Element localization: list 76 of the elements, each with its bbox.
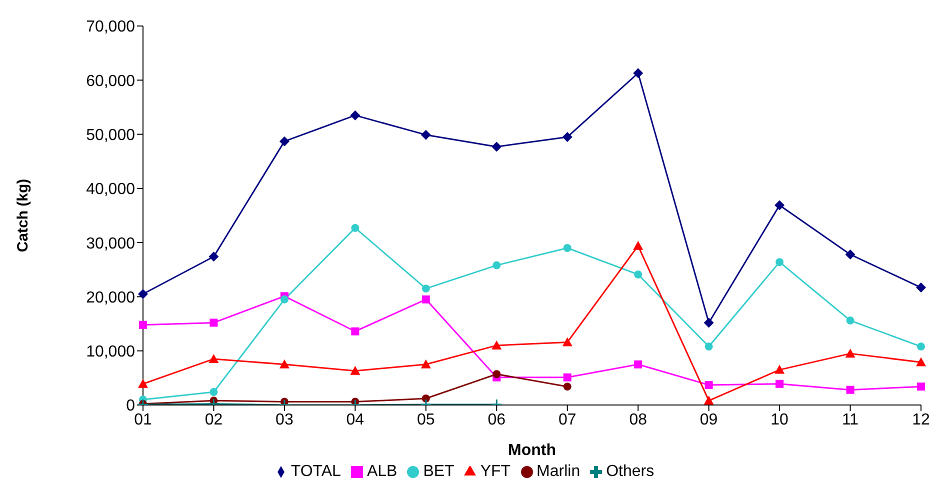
legend-label: Marlin [536, 463, 580, 480]
point [846, 386, 854, 394]
point [845, 348, 856, 358]
point [492, 370, 501, 378]
point [138, 289, 148, 300]
point [279, 136, 290, 146]
y-tick-label: 50,000 [86, 126, 136, 144]
x-tick-label: 11 [842, 411, 859, 428]
point [633, 68, 644, 78]
legend-label: ALB [366, 463, 398, 480]
y-tick-label: 0 [126, 398, 136, 415]
x-tick-label: 06 [488, 411, 506, 428]
point [633, 240, 644, 250]
y-tick-label: 10,000 [86, 344, 136, 361]
y-tick-label: 20,000 [86, 289, 136, 306]
x-tick-label: 12 [912, 411, 930, 428]
point [420, 130, 431, 140]
point [776, 380, 784, 388]
point [563, 244, 572, 252]
point [210, 318, 218, 327]
point [208, 354, 219, 363]
y-tick-label: 30,000 [86, 235, 136, 252]
x-tick-label: 05 [417, 411, 435, 428]
point [492, 261, 501, 270]
x-tick-label: 03 [276, 411, 294, 428]
point [210, 388, 218, 396]
point [422, 394, 430, 403]
point [916, 357, 926, 366]
point [845, 249, 856, 260]
point [420, 359, 431, 368]
legend-label: YFT [480, 463, 511, 480]
point [846, 316, 854, 325]
point [492, 340, 502, 350]
point [704, 396, 714, 405]
point [422, 295, 430, 304]
y-tick-label: 60,000 [86, 72, 136, 90]
point [704, 318, 714, 328]
point [916, 282, 926, 293]
point [634, 360, 642, 368]
x-tick-label: 08 [629, 411, 648, 428]
x-tick-label: 07 [558, 411, 576, 428]
point [422, 284, 430, 293]
point [208, 252, 219, 262]
legend-label: TOTAL [290, 463, 341, 480]
point [350, 110, 360, 120]
point [138, 378, 148, 388]
point [562, 132, 572, 142]
point [634, 270, 642, 279]
point [492, 142, 502, 152]
legend-label: Others [606, 463, 654, 480]
x-axis-title: Month [508, 442, 556, 459]
point [280, 295, 288, 304]
y-axis-title: Catch (kg) [14, 178, 32, 252]
point [774, 200, 785, 210]
x-tick-label: 02 [204, 411, 223, 428]
x-tick-label: 04 [346, 411, 364, 428]
y-tick-label: 70,000 [86, 18, 136, 36]
legend-label: BET [423, 463, 454, 480]
point [774, 364, 785, 374]
point [917, 382, 925, 391]
point [351, 327, 360, 336]
y-tick-label: 40,000 [86, 181, 136, 198]
point [776, 258, 784, 266]
point [562, 337, 572, 346]
point [351, 224, 360, 232]
point [350, 366, 360, 375]
x-tick-label: 01 [134, 411, 152, 428]
point [563, 382, 572, 391]
point [917, 342, 925, 351]
point [279, 359, 290, 368]
point [704, 342, 713, 351]
point [563, 373, 572, 382]
x-tick-label: 10 [770, 411, 789, 428]
point [704, 380, 713, 389]
point [139, 320, 147, 329]
x-tick-label: 09 [700, 411, 718, 428]
